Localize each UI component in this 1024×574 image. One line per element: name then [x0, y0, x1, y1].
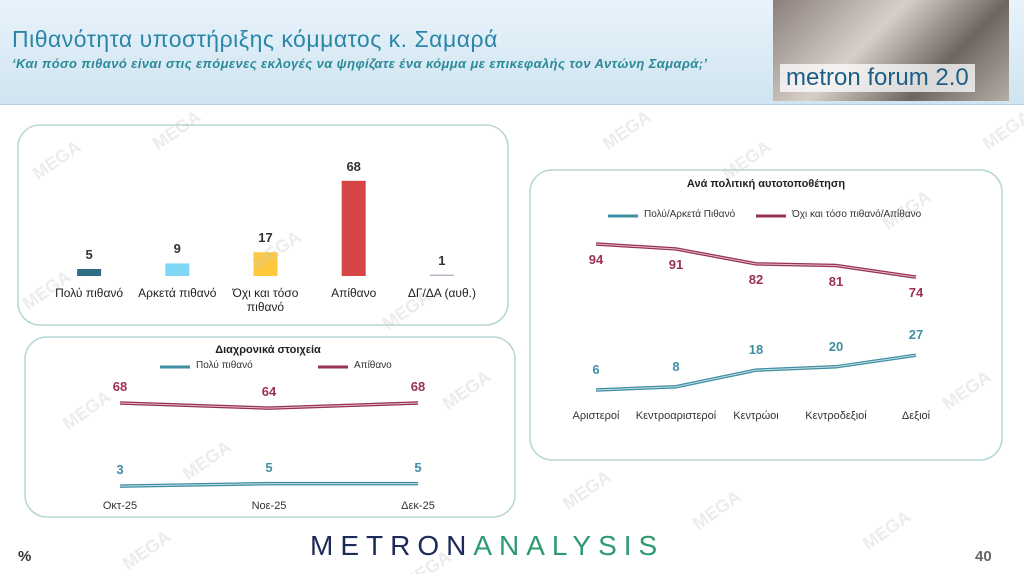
data-label: 9: [173, 241, 181, 257]
panel: [17, 124, 509, 326]
title: Πιθανότητα υποστήριξης κόμματος κ. Σαμαρ…: [12, 26, 498, 52]
x-tick-label: Όχι και τόσο πιθανό: [232, 286, 299, 314]
bar: [77, 269, 102, 276]
x-tick-label: Νοε-25: [251, 500, 287, 512]
data-label: 5: [414, 459, 422, 475]
legend-label: Απίθανο: [354, 360, 392, 371]
data-label: 91: [668, 256, 684, 272]
data-label: 17: [258, 230, 273, 246]
legend-label: Πολύ/Αρκετά Πιθανό: [644, 209, 736, 220]
logo-text: metron forum 2.0: [780, 64, 975, 92]
x-tick-label: Δεξιοί: [901, 410, 931, 422]
legend-label: Όχι και τόσο πιθανό/Απίθανο: [792, 209, 922, 220]
bar: [165, 263, 190, 276]
bar: [429, 274, 454, 276]
data-label: 6: [592, 362, 600, 378]
x-tick-label: Δεκ-25: [401, 500, 435, 512]
brand: METRONANALYSIS: [310, 530, 664, 562]
bar: [341, 180, 366, 276]
panel: [529, 169, 1003, 461]
x-tick-label: Κεντροδεξιοί: [805, 410, 867, 422]
x-tick-label: Κεντρώοι: [733, 410, 779, 422]
data-label: 82: [748, 271, 764, 287]
x-tick-label: Πολύ πιθανό: [55, 286, 124, 300]
subtitle: ‘Και πόσο πιθανό είναι στις επόμενες εκλ…: [12, 56, 708, 71]
x-tick-label: Αρκετά πιθανό: [138, 286, 217, 300]
data-label: 68: [112, 378, 128, 394]
line-highlight: [595, 354, 917, 391]
data-label: 74: [908, 285, 924, 301]
data-label: 8: [672, 358, 680, 374]
x-tick-label: ΔΓ/ΔΑ (αυθ.): [407, 286, 476, 300]
data-label: 5: [265, 459, 273, 475]
data-label: 27: [908, 327, 924, 343]
data-label: 68: [346, 158, 361, 174]
page-number: 40: [975, 548, 992, 565]
x-tick-label: Απίθανο: [331, 286, 377, 300]
line: [595, 353, 917, 392]
data-label: 94: [588, 251, 604, 267]
chart-title: Διαχρονικά στοιχεία: [215, 344, 321, 356]
data-label: 18: [748, 342, 764, 358]
data-label: 5: [85, 247, 93, 262]
x-tick-label: Οκτ-25: [102, 500, 138, 512]
line-highlight: [595, 243, 917, 278]
data-label: 20: [828, 338, 844, 354]
chart-title: Ανά πολιτική αυτοτοποθέτηση: [686, 178, 846, 190]
x-tick-label: Αριστεροί: [572, 410, 620, 422]
data-label: 1: [438, 252, 446, 268]
legend-label: Πολύ πιθανό: [196, 360, 253, 371]
unit: %: [18, 548, 32, 565]
line: [119, 401, 419, 410]
brand-right: ANALYSIS: [473, 530, 665, 561]
brand-left: METRON: [310, 530, 474, 561]
bar: [253, 252, 278, 276]
data-label: 64: [261, 384, 277, 400]
line-highlight: [119, 483, 418, 487]
x-tick-label: Κεντροαριστεροί: [635, 410, 717, 422]
data-label: 81: [828, 273, 844, 289]
data-label: 3: [116, 462, 124, 478]
data-label: 68: [410, 378, 426, 394]
panel: [24, 336, 516, 518]
line-highlight: [119, 402, 419, 409]
